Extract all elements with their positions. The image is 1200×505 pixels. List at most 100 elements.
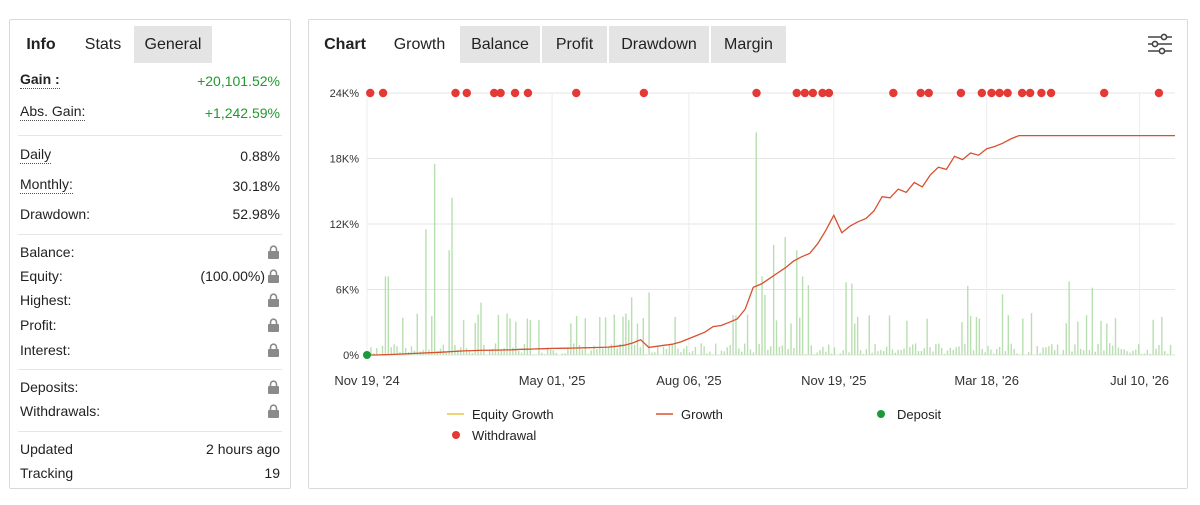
activity-bar (880, 349, 882, 355)
activity-bar (859, 350, 862, 355)
activity-bar (871, 352, 873, 355)
tab-stats[interactable]: Stats (72, 26, 134, 63)
tab-info[interactable]: Info (26, 36, 56, 53)
monthly-label[interactable]: Monthly: (20, 176, 73, 194)
lock-icon (265, 379, 280, 395)
tab-growth[interactable]: Growth (381, 26, 458, 63)
activity-bar (772, 244, 775, 355)
tab-balance[interactable]: Balance (460, 26, 540, 63)
activity-bar (393, 344, 395, 355)
activity-bar (807, 285, 810, 355)
activity-bar (680, 352, 682, 355)
activity-bar (938, 343, 940, 355)
withdrawal-marker (1017, 88, 1027, 98)
interest-label: Interest: (20, 342, 71, 358)
updated-value: 2 hours ago (206, 441, 280, 457)
activity-bar (370, 347, 372, 355)
activity-bar (671, 343, 673, 355)
legend-label: Withdrawal (472, 428, 536, 443)
activity-bar (793, 347, 795, 355)
legend-label: Equity Growth (472, 407, 554, 422)
activity-bar (961, 322, 963, 355)
stat-row-daily: Daily 0.88% (20, 146, 280, 166)
activity-bar (445, 351, 447, 355)
gain-label[interactable]: Gain : (20, 71, 60, 89)
activity-bar (584, 318, 587, 355)
activity-bar (578, 344, 581, 355)
activity-bar (932, 351, 934, 355)
lock-icon (265, 268, 280, 284)
activity-bar (1132, 350, 1134, 355)
activity-bar (874, 343, 876, 355)
withdrawal-marker (1046, 88, 1056, 98)
activity-bar (555, 352, 558, 355)
activity-bar (827, 344, 830, 355)
activity-bar (767, 349, 769, 355)
equity-value: (100.00%) (200, 266, 280, 286)
activity-bar (688, 352, 691, 355)
activity-bar (500, 349, 502, 355)
y-tick-label: 18K% (330, 154, 360, 166)
activity-bar (651, 352, 653, 355)
activity-bar (1048, 346, 1050, 355)
activity-bar (799, 317, 801, 355)
activity-bar (894, 352, 897, 355)
activity-bar (384, 276, 387, 355)
activity-bar (575, 316, 578, 355)
stat-row-withdrawals: Withdrawals: (20, 401, 280, 421)
activity-bar (822, 346, 824, 355)
activity-bar (723, 351, 726, 355)
growth-chart: 24K% 18K% 12K% 6K% 0% Nov 19, '24 May 01, '25 A… (330, 88, 1175, 443)
chart-settings-sliders-icon[interactable] (1147, 32, 1173, 56)
y-tick-label: 6K% (336, 285, 359, 297)
tracking-value: 19 (264, 465, 280, 481)
activity-bar (404, 348, 407, 355)
activity-bar (474, 322, 476, 355)
activity-bar (436, 351, 439, 355)
activity-bar (735, 315, 737, 355)
profit-value (265, 315, 280, 335)
stat-row-tracking: Tracking 19 (20, 463, 280, 483)
activity-bar (796, 250, 798, 355)
balance-value (265, 242, 280, 262)
activity-bar (993, 353, 995, 355)
activity-bar (758, 343, 760, 355)
activity-bar (662, 346, 665, 355)
withdrawal-marker (451, 88, 460, 98)
x-tick-label: May 01, '25 (519, 373, 586, 388)
tab-drawdown[interactable]: Drawdown (609, 26, 709, 63)
abs-gain-label[interactable]: Abs. Gain: (20, 103, 86, 121)
activity-bar (636, 323, 639, 355)
activity-bar (567, 348, 569, 355)
stat-row-highest: Highest: (20, 290, 280, 310)
activity-bar (888, 315, 891, 355)
activity-bar (607, 347, 610, 355)
activity-bar (546, 347, 549, 355)
activity-bar (848, 352, 850, 355)
withdrawal-marker (792, 88, 801, 98)
activity-bar (804, 354, 807, 355)
activity-bar (990, 349, 992, 355)
withdrawal-marker (572, 88, 581, 98)
activity-bar (593, 345, 595, 355)
chart-header: Chart (324, 36, 366, 53)
activity-bar (532, 354, 534, 355)
activity-bar (816, 352, 818, 355)
activity-bar (1152, 319, 1154, 355)
stat-row-drawdown: Drawdown: 52.98% (20, 204, 280, 224)
activity-bar (526, 318, 529, 355)
left-tab-bar: Info Stats General (10, 20, 290, 63)
interest-value (265, 340, 280, 360)
tab-general[interactable]: General (134, 26, 212, 63)
withdrawal-marker (378, 88, 388, 98)
daily-label[interactable]: Daily (20, 146, 52, 164)
activity-bar (911, 344, 914, 355)
activity-bar (489, 349, 491, 355)
activity-bar (691, 351, 694, 355)
tab-margin[interactable]: Margin (711, 26, 786, 63)
stat-row-abs-gain: Abs. Gain: +1,242.59% (20, 103, 280, 123)
tab-profit[interactable]: Profit (542, 26, 607, 63)
drawdown-value: 52.98% (232, 206, 280, 222)
withdrawal-marker (1025, 88, 1035, 98)
activity-bar (645, 354, 647, 355)
